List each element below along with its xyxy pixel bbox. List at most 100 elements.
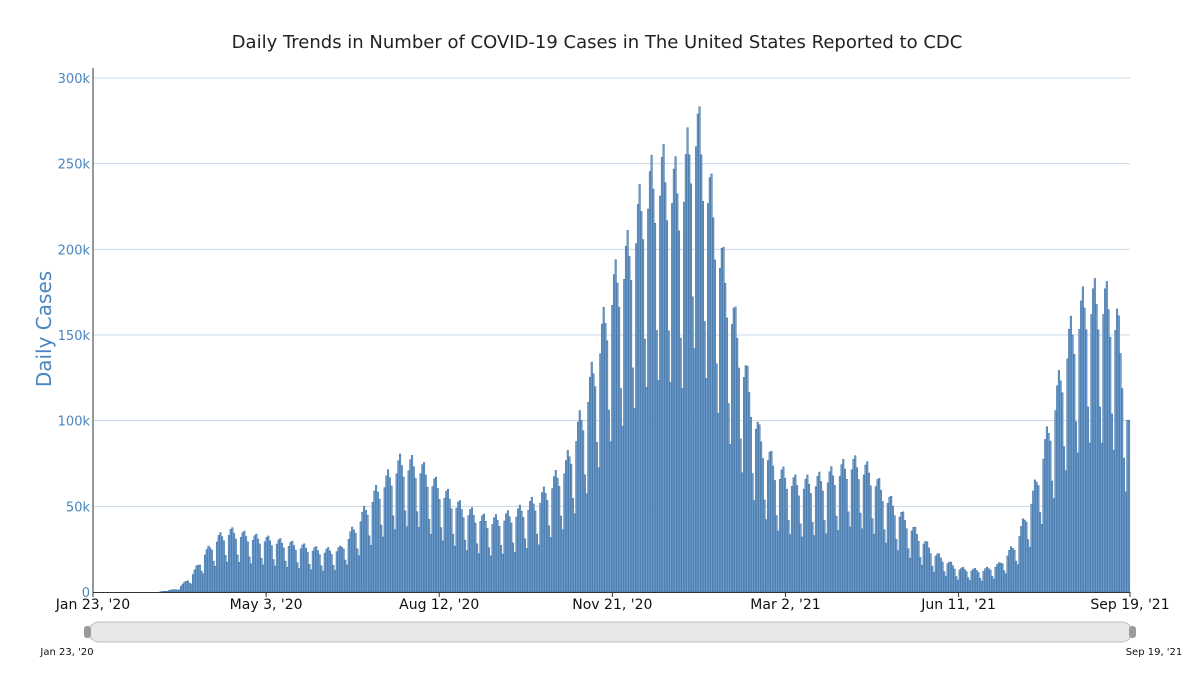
bar bbox=[464, 539, 467, 593]
bar bbox=[792, 477, 795, 593]
bar bbox=[402, 476, 405, 593]
bar bbox=[1093, 278, 1096, 593]
bar bbox=[470, 507, 473, 593]
bar bbox=[1078, 328, 1081, 593]
bar bbox=[604, 323, 607, 593]
bar bbox=[849, 526, 852, 593]
bar bbox=[722, 246, 725, 593]
bar bbox=[522, 517, 525, 593]
bar bbox=[349, 531, 352, 593]
bar bbox=[965, 571, 968, 593]
bar bbox=[731, 324, 734, 593]
chart-title: Daily Trends in Number of COVID-19 Cases… bbox=[232, 32, 963, 53]
bar bbox=[631, 367, 634, 593]
bar bbox=[948, 561, 951, 593]
bar bbox=[566, 450, 569, 593]
bar bbox=[287, 546, 290, 593]
bar bbox=[359, 521, 362, 593]
bar bbox=[681, 388, 684, 593]
bar bbox=[376, 491, 379, 593]
bar bbox=[335, 551, 338, 593]
bar bbox=[1059, 380, 1062, 593]
bar bbox=[537, 544, 540, 593]
bar bbox=[342, 548, 345, 593]
bar bbox=[361, 511, 364, 593]
bar bbox=[621, 425, 624, 593]
bar bbox=[609, 441, 612, 593]
bar bbox=[715, 363, 718, 593]
bar bbox=[927, 547, 930, 593]
bar bbox=[484, 520, 487, 593]
bar bbox=[845, 479, 848, 593]
bar bbox=[346, 564, 349, 593]
bar bbox=[996, 564, 999, 593]
bar bbox=[753, 500, 756, 593]
bar bbox=[775, 515, 778, 593]
bar bbox=[955, 576, 958, 593]
bar bbox=[806, 474, 809, 593]
bar bbox=[570, 463, 573, 593]
bar bbox=[253, 535, 256, 593]
bar bbox=[477, 553, 480, 593]
bar bbox=[932, 571, 936, 593]
bar bbox=[989, 569, 992, 593]
bar bbox=[205, 549, 208, 593]
bar bbox=[773, 480, 776, 593]
bar bbox=[535, 533, 539, 593]
range-slider[interactable]: Jan 23, '20 Sep 19, '21 bbox=[39, 621, 1182, 658]
bar bbox=[448, 498, 451, 593]
bar bbox=[308, 563, 311, 593]
bar bbox=[984, 568, 987, 593]
bar bbox=[421, 464, 424, 593]
range-slider-right-handle[interactable] bbox=[1129, 626, 1136, 638]
bar bbox=[705, 378, 708, 593]
bar bbox=[919, 557, 922, 593]
bar bbox=[686, 127, 689, 593]
bar bbox=[352, 529, 355, 593]
bar bbox=[893, 515, 896, 593]
bar bbox=[433, 478, 436, 593]
bar bbox=[407, 470, 410, 593]
bar bbox=[1109, 337, 1112, 593]
bar bbox=[417, 527, 420, 593]
bar bbox=[732, 307, 735, 593]
bar bbox=[720, 248, 723, 593]
bar bbox=[486, 528, 489, 593]
bar bbox=[741, 472, 744, 593]
bar bbox=[1124, 491, 1127, 593]
bar bbox=[941, 561, 944, 593]
bar bbox=[546, 499, 549, 593]
bar bbox=[344, 559, 347, 593]
x-tick-label: Jan 23, '20 bbox=[55, 597, 130, 613]
bar bbox=[612, 274, 616, 593]
bar bbox=[573, 513, 576, 593]
bar bbox=[198, 564, 201, 593]
bar bbox=[316, 550, 319, 593]
bar bbox=[465, 550, 468, 593]
bar bbox=[729, 444, 732, 593]
bar bbox=[657, 380, 660, 593]
bar bbox=[1032, 490, 1035, 593]
range-slider-left-handle[interactable] bbox=[84, 626, 91, 638]
bar bbox=[257, 538, 260, 593]
bar bbox=[654, 223, 657, 593]
bar bbox=[1063, 446, 1066, 593]
bar bbox=[638, 184, 641, 593]
bar bbox=[898, 516, 901, 593]
bar bbox=[424, 474, 427, 593]
bar bbox=[760, 441, 763, 593]
bar bbox=[743, 377, 746, 593]
bar bbox=[907, 548, 910, 593]
bar bbox=[850, 469, 853, 593]
bar bbox=[814, 486, 817, 593]
range-slider-track[interactable] bbox=[88, 621, 1133, 643]
bar bbox=[787, 519, 790, 593]
bar bbox=[440, 527, 443, 593]
bar bbox=[999, 562, 1002, 593]
bar bbox=[426, 486, 429, 593]
bar bbox=[209, 547, 212, 593]
bar bbox=[862, 474, 865, 593]
bar bbox=[299, 548, 302, 593]
bar bbox=[541, 492, 544, 593]
bar bbox=[364, 510, 367, 593]
